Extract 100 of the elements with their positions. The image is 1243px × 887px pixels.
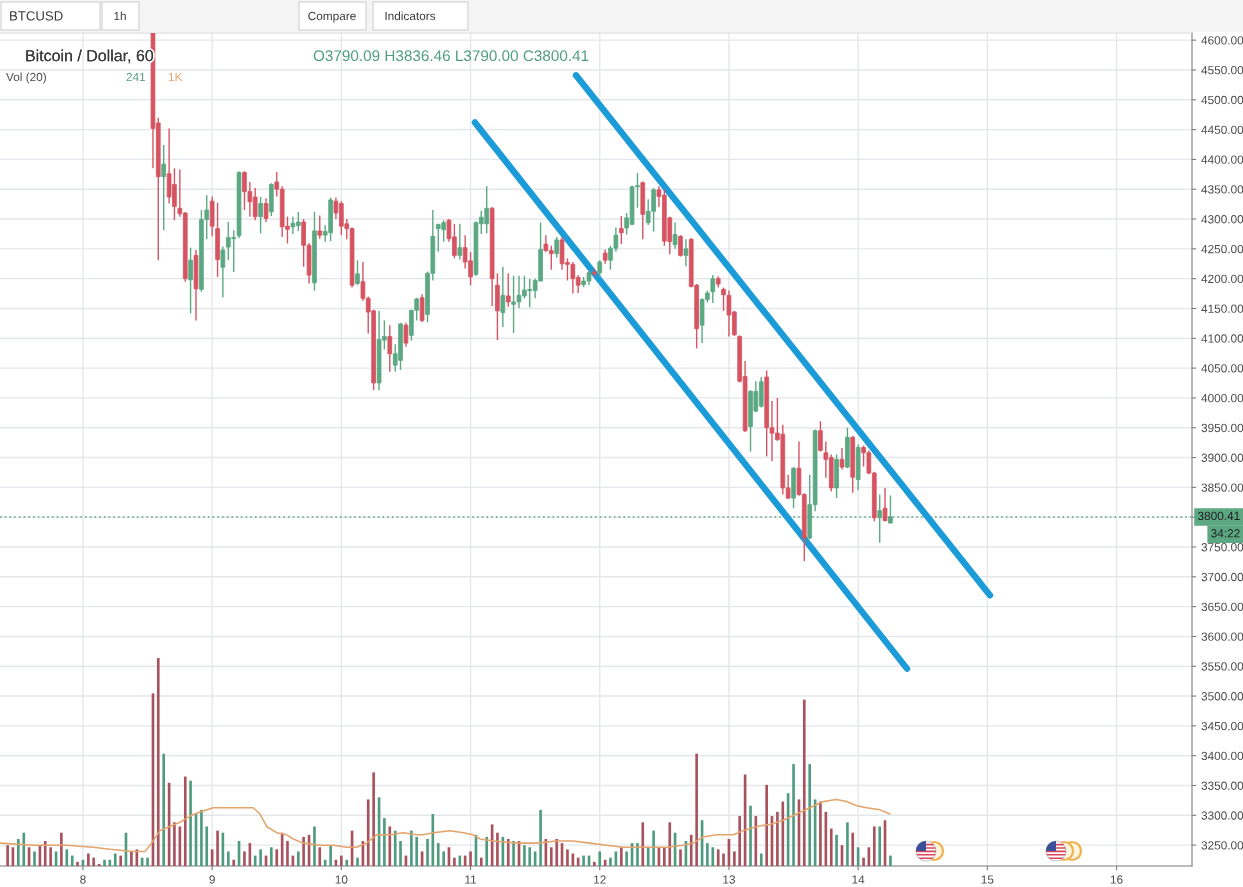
bar bbox=[329, 845, 332, 866]
bar bbox=[205, 826, 209, 866]
bar bbox=[226, 851, 230, 866]
y-tick-label: 4000.00 bbox=[1201, 393, 1243, 403]
y-tick-label: 4250.00 bbox=[1201, 244, 1243, 254]
bar bbox=[835, 834, 838, 866]
bar bbox=[862, 857, 865, 866]
x-tick-label: 10 bbox=[335, 875, 348, 884]
text: 1h bbox=[114, 11, 126, 21]
candlestick bbox=[500, 266, 506, 328]
bar bbox=[388, 826, 392, 866]
candlestick bbox=[882, 487, 888, 523]
bar bbox=[781, 801, 785, 866]
candlestick bbox=[710, 274, 716, 304]
bar bbox=[243, 851, 246, 866]
y-tick-label: 3450.00 bbox=[1201, 721, 1243, 731]
bar bbox=[485, 836, 489, 866]
bar bbox=[593, 861, 596, 866]
bar bbox=[663, 847, 666, 866]
bar bbox=[738, 816, 741, 866]
bar bbox=[340, 855, 343, 866]
bar bbox=[200, 809, 203, 866]
bar bbox=[313, 826, 316, 866]
bar bbox=[410, 830, 413, 866]
candlestick bbox=[161, 144, 167, 232]
text: O3790.09 H3836.46 L3790.00 C3800.41 bbox=[313, 50, 589, 62]
bar bbox=[103, 859, 106, 866]
candlestick bbox=[721, 286, 726, 312]
y-tick-label: 3500.00 bbox=[1201, 692, 1243, 701]
x-tick-label: 16 bbox=[1110, 875, 1123, 884]
bar bbox=[286, 841, 289, 866]
bar bbox=[749, 805, 752, 866]
y-tick-label: 3900.00 bbox=[1201, 453, 1243, 462]
bar bbox=[765, 784, 768, 866]
candlestick bbox=[678, 234, 683, 258]
bar bbox=[275, 849, 279, 866]
x-tick-label: 13 bbox=[723, 875, 735, 884]
bar bbox=[189, 780, 192, 866]
bar bbox=[70, 855, 74, 866]
candlestick bbox=[672, 221, 678, 250]
y-tick-label: 4100.00 bbox=[1201, 334, 1243, 343]
bar bbox=[549, 847, 553, 866]
y-tick-label: 4450.00 bbox=[1201, 125, 1243, 134]
bar bbox=[851, 832, 855, 866]
bar bbox=[808, 764, 812, 866]
bar bbox=[506, 838, 510, 866]
y-tick-label: 4200.00 bbox=[1201, 274, 1243, 284]
bar bbox=[156, 658, 160, 866]
bar bbox=[113, 853, 117, 866]
x-tick-label: 11 bbox=[465, 875, 477, 884]
bar bbox=[43, 841, 47, 866]
bar bbox=[776, 811, 779, 866]
bar bbox=[453, 857, 456, 866]
bar bbox=[523, 845, 526, 866]
text: Indicators bbox=[385, 11, 436, 21]
y-tick-label: 3250.00 bbox=[1201, 841, 1243, 850]
y-tick-label: 4600.00 bbox=[1201, 36, 1243, 45]
x-tick-label: 14 bbox=[852, 875, 865, 884]
bar bbox=[393, 830, 397, 866]
candlestick bbox=[457, 223, 463, 261]
text: Compare bbox=[308, 11, 356, 23]
y-tick-label: 3750.00 bbox=[1201, 543, 1243, 552]
bar bbox=[668, 822, 672, 866]
y-tick-label: 3350.00 bbox=[1201, 781, 1243, 790]
bar bbox=[598, 851, 602, 866]
bar bbox=[711, 847, 715, 866]
bar bbox=[17, 838, 20, 866]
bar bbox=[609, 857, 612, 866]
y-tick-label: 3300.00 bbox=[1201, 811, 1243, 820]
bar bbox=[733, 851, 736, 866]
bar bbox=[372, 772, 375, 866]
bar bbox=[625, 851, 628, 866]
bar bbox=[270, 847, 273, 866]
y-tick-label: 3550.00 bbox=[1201, 662, 1243, 671]
y-tick-label: 4500.00 bbox=[1201, 95, 1243, 105]
candlestick bbox=[419, 293, 425, 323]
candlestick bbox=[220, 245, 226, 298]
bar bbox=[173, 822, 176, 866]
y-tick-label: 4300.00 bbox=[1201, 215, 1243, 224]
bar bbox=[60, 832, 63, 866]
y-tick-label: 4550.00 bbox=[1201, 66, 1243, 75]
bar bbox=[695, 753, 698, 866]
bar bbox=[6, 845, 9, 866]
bar bbox=[216, 830, 219, 866]
candlestick bbox=[619, 215, 624, 245]
bar bbox=[356, 857, 359, 866]
bar bbox=[716, 849, 720, 866]
bar bbox=[135, 849, 139, 866]
bar bbox=[582, 855, 585, 866]
bar bbox=[436, 843, 440, 866]
bar bbox=[566, 849, 569, 866]
candlestick bbox=[188, 246, 193, 314]
bar bbox=[878, 826, 882, 866]
x-tick-label: 8 bbox=[80, 875, 86, 884]
y-tick-label: 4350.00 bbox=[1201, 185, 1243, 194]
bar bbox=[539, 809, 542, 866]
y-tick-label: 3950.00 bbox=[1201, 423, 1243, 433]
y-tick-label: 3600.00 bbox=[1201, 632, 1243, 641]
bar bbox=[119, 855, 122, 866]
bar bbox=[146, 857, 149, 866]
